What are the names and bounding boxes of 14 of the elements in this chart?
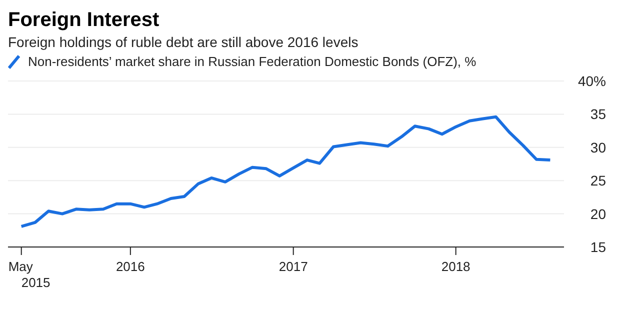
chart-subtitle: Foreign holdings of ruble debt are still above 2016 levels bbox=[8, 34, 360, 50]
x-tick-label: 2017 bbox=[278, 259, 308, 274]
y-tick-label: 20 bbox=[590, 206, 606, 222]
chart-title: Foreign Interest bbox=[8, 8, 160, 32]
line-series bbox=[20, 115, 552, 228]
x-tick-label: 2016 bbox=[116, 259, 145, 274]
y-tick-label: 30 bbox=[590, 139, 606, 156]
legend-label: Non-residents’ market share in Russian Federation Domestic Bonds (OFZ), % bbox=[28, 54, 476, 69]
y-tick-label: 35 bbox=[590, 106, 606, 122]
x-tick-label: 2018 bbox=[441, 259, 470, 274]
y-tick-label: 15 bbox=[590, 238, 606, 255]
x-tick-label: May 2015 bbox=[8, 259, 50, 290]
y-tick-label: 25 bbox=[590, 172, 606, 189]
y-tick-label: 40% bbox=[578, 72, 606, 89]
